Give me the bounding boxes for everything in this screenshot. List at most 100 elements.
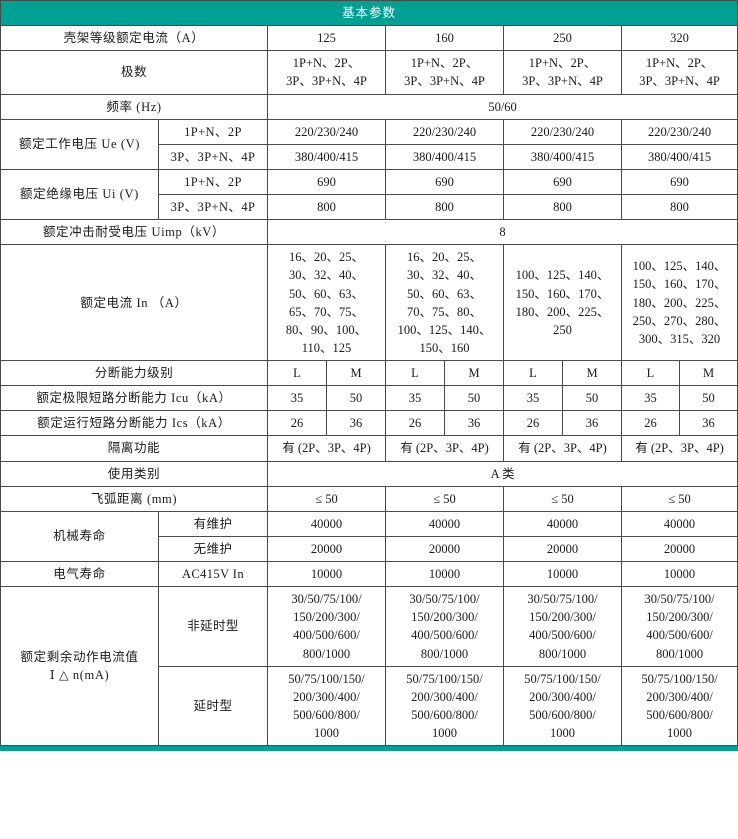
cell-residual-delay-320: 50/75/100/150/200/300/400/500/600/800/10…	[620, 665, 738, 747]
cell-ui2-125: 800	[267, 193, 386, 221]
table-row-ue-2: 3P、3P+N、4P 380/400/415 380/400/415 380/4…	[1, 143, 738, 170]
cell-icu-0: 35	[267, 385, 327, 412]
cell-frame-rating-125: 125	[267, 25, 386, 52]
cell-elec-life-160: 10000	[385, 560, 504, 588]
cell-breaking-grade-4: L	[503, 359, 563, 387]
row-label-breaking-grade: 分断能力级别	[0, 359, 268, 387]
table-row-ics: 额定运行短路分断能力 Ics（kA） 26 36 26 36 26 36 26 …	[0, 410, 738, 437]
table-row-ui-1: 额定绝缘电压 Ui (V) 1P+N、2P 690 690 690 690	[0, 168, 738, 221]
cell-ue2-250: 380/400/415	[503, 143, 622, 170]
table-row-icu: 额定极限短路分断能力 Icu（kA） 35 50 35 50 35 50 35 …	[0, 385, 738, 412]
cell-elec-life-320: 10000	[620, 560, 738, 588]
cell-breaking-grade-6: L	[621, 359, 680, 387]
row-label-ui: 额定绝缘电压 Ui (V)	[0, 168, 159, 221]
cell-icu-5: 50	[562, 385, 622, 412]
cell-mech-life-maint-125: 40000	[267, 510, 386, 537]
cell-arc-distance-320: ≤ 50	[620, 485, 738, 512]
table-row-ue-1: 额定工作电压 Ue (V) 1P+N、2P 220/230/240 220/23…	[0, 118, 738, 170]
cell-ics-4: 26	[503, 410, 563, 437]
row-sublabel-with-maintenance: 有维护	[158, 510, 268, 537]
cell-in-current-250: 100、125、140、 150、160、170、 180、200、225、 250	[503, 244, 622, 361]
row-sublabel-ac415v-in: AC415V In	[158, 560, 268, 588]
cell-mech-life-nomaint-320: 20000	[620, 535, 738, 563]
cell-elec-life-125: 10000	[267, 560, 386, 588]
table-row-breaking-grade: 分断能力级别 L M L M L M L M	[0, 359, 738, 387]
row-sublabel-non-delay-type: 非延时型	[158, 586, 268, 667]
row-label-mechanical-life: 机械寿命	[0, 510, 159, 563]
row-sublabel-ui-3p4p: 3P、3P+N、4P	[158, 193, 268, 221]
cell-poles-250: 1P+N、2P、 3P、3P+N、4P	[503, 50, 622, 95]
cell-ics-7: 36	[678, 410, 738, 437]
cell-poles-160: 1P+N、2P、 3P、3P+N、4P	[385, 50, 504, 95]
table-row-poles: 极数 1P+N、2P、 3P、3P+N、4P 1P+N、2P、 3P、3P+N、4P…	[0, 50, 738, 95]
cell-ui1-125: 690	[267, 168, 386, 196]
cell-frame-rating-250: 250	[503, 25, 622, 52]
table-title-row: 基本参数	[0, 0, 738, 27]
cell-mech-life-nomaint-160: 20000	[385, 535, 504, 563]
page-title: 基本参数	[0, 0, 738, 27]
row-label-frame-rating: 壳架等级额定电流（A）	[0, 25, 268, 52]
cell-ui2-160: 800	[385, 193, 504, 221]
cell-arc-distance-250: ≤ 50	[503, 485, 622, 512]
cell-ics-3: 36	[444, 410, 504, 437]
cell-ui1-160: 690	[385, 168, 504, 196]
cell-isolation-250: 有 (2P、3P、4P)	[503, 435, 622, 462]
cell-in-current-160: 16、20、25、 30、32、40、 50、60、63、 70、75、80、 100、…	[385, 244, 504, 361]
cell-residual-nondelay-250: 30/50/75/100/150/200/300/400/500/600/800…	[503, 586, 622, 667]
row-label-electrical-life: 电气寿命	[0, 560, 159, 588]
table-row-frequency: 频率 (Hz) 50/60	[0, 93, 738, 120]
row-label-ics: 额定运行短路分断能力 Ics（kA）	[0, 410, 268, 437]
table-row-residual-current-1: 额定剩余动作电流值 Ⅰ △ n(mA) 非延时型 30/50/75/100/15…	[0, 586, 738, 747]
row-label-in-current: 额定电流 In （A）	[0, 244, 268, 361]
cell-uimp-value: 8	[266, 219, 738, 246]
cell-ue1-320: 220/230/240	[620, 118, 738, 145]
cell-residual-delay-160: 50/75/100/150/200/300/400/500/600/800/10…	[385, 665, 504, 747]
row-label-poles: 极数	[0, 50, 268, 95]
cell-ue2-320: 380/400/415	[620, 143, 738, 170]
row-sublabel-delay-type: 延时型	[158, 665, 268, 747]
row-label-arc-distance: 飞弧距离 (mm)	[0, 485, 268, 512]
row-sublabel-ue-3p4p: 3P、3P+N、4P	[158, 143, 268, 170]
table-row-mechanical-life-1: 机械寿命 有维护 40000 40000 40000 40000	[0, 510, 738, 563]
row-label-residual-current: 额定剩余动作电流值 Ⅰ △ n(mA)	[0, 586, 159, 747]
cell-ics-5: 36	[562, 410, 622, 437]
cell-icu-7: 50	[678, 385, 738, 412]
table-row-usage-class: 使用类别 A 类	[0, 460, 738, 487]
cell-ics-1: 36	[326, 410, 386, 437]
cell-mech-life-nomaint-250: 20000	[503, 535, 622, 563]
cell-mech-life-maint-250: 40000	[503, 510, 622, 537]
specification-table: 基本参数 壳架等级额定电流（A） 125 160 250 320 极数 1P+N…	[0, 0, 738, 747]
row-label-uimp: 额定冲击耐受电压 Uimp（kV）	[0, 219, 268, 246]
cell-frequency-value: 50/60	[266, 93, 738, 120]
cell-residual-nondelay-320: 30/50/75/100/150/200/300/400/500/600/800…	[620, 586, 738, 667]
cell-ics-0: 26	[267, 410, 327, 437]
cell-isolation-125: 有 (2P、3P、4P)	[267, 435, 386, 462]
cell-ue2-160: 380/400/415	[385, 143, 504, 170]
cell-icu-1: 50	[326, 385, 386, 412]
cell-mech-life-nomaint-125: 20000	[267, 535, 386, 563]
row-label-isolation: 隔离功能	[0, 435, 268, 462]
cell-breaking-grade-0: L	[267, 359, 327, 387]
cell-ui1-250: 690	[503, 168, 622, 196]
table-row-in-current: 额定电流 In （A） 16、20、25、 30、32、40、 50、60、63、 6…	[0, 244, 738, 361]
row-label-icu: 额定极限短路分断能力 Icu（kA）	[0, 385, 268, 412]
cell-residual-delay-125: 50/75/100/150/200/300/400/500/600/800/10…	[267, 665, 386, 747]
cell-icu-2: 35	[385, 385, 445, 412]
cell-ics-6: 26	[621, 410, 680, 437]
cell-ics-2: 26	[385, 410, 445, 437]
cell-isolation-160: 有 (2P、3P、4P)	[385, 435, 504, 462]
cell-icu-3: 50	[444, 385, 504, 412]
cell-isolation-320: 有 (2P、3P、4P)	[620, 435, 738, 462]
cell-ue1-160: 220/230/240	[385, 118, 504, 145]
cell-residual-nondelay-160: 30/50/75/100/150/200/300/400/500/600/800…	[385, 586, 504, 667]
cell-icu-6: 35	[621, 385, 680, 412]
residual-label-line2: Ⅰ △ n(mA)	[49, 668, 110, 683]
cell-in-current-125: 16、20、25、 30、32、40、 50、60、63、 65、70、75、 80、9…	[267, 244, 386, 361]
cell-ue1-250: 220/230/240	[503, 118, 622, 145]
cell-frame-rating-160: 160	[385, 25, 504, 52]
table-row-electrical-life: 电气寿命 AC415V In 10000 10000 10000 10000	[0, 560, 738, 588]
cell-ui2-320: 800	[620, 193, 738, 221]
row-sublabel-ue-1pn2p: 1P+N、2P	[158, 118, 268, 145]
cell-in-current-320: 100、125、140、 150、160、170、 180、200、225、 250、…	[620, 244, 738, 361]
table-row-mechanical-life-2: 无维护 20000 20000 20000 20000	[1, 535, 738, 563]
